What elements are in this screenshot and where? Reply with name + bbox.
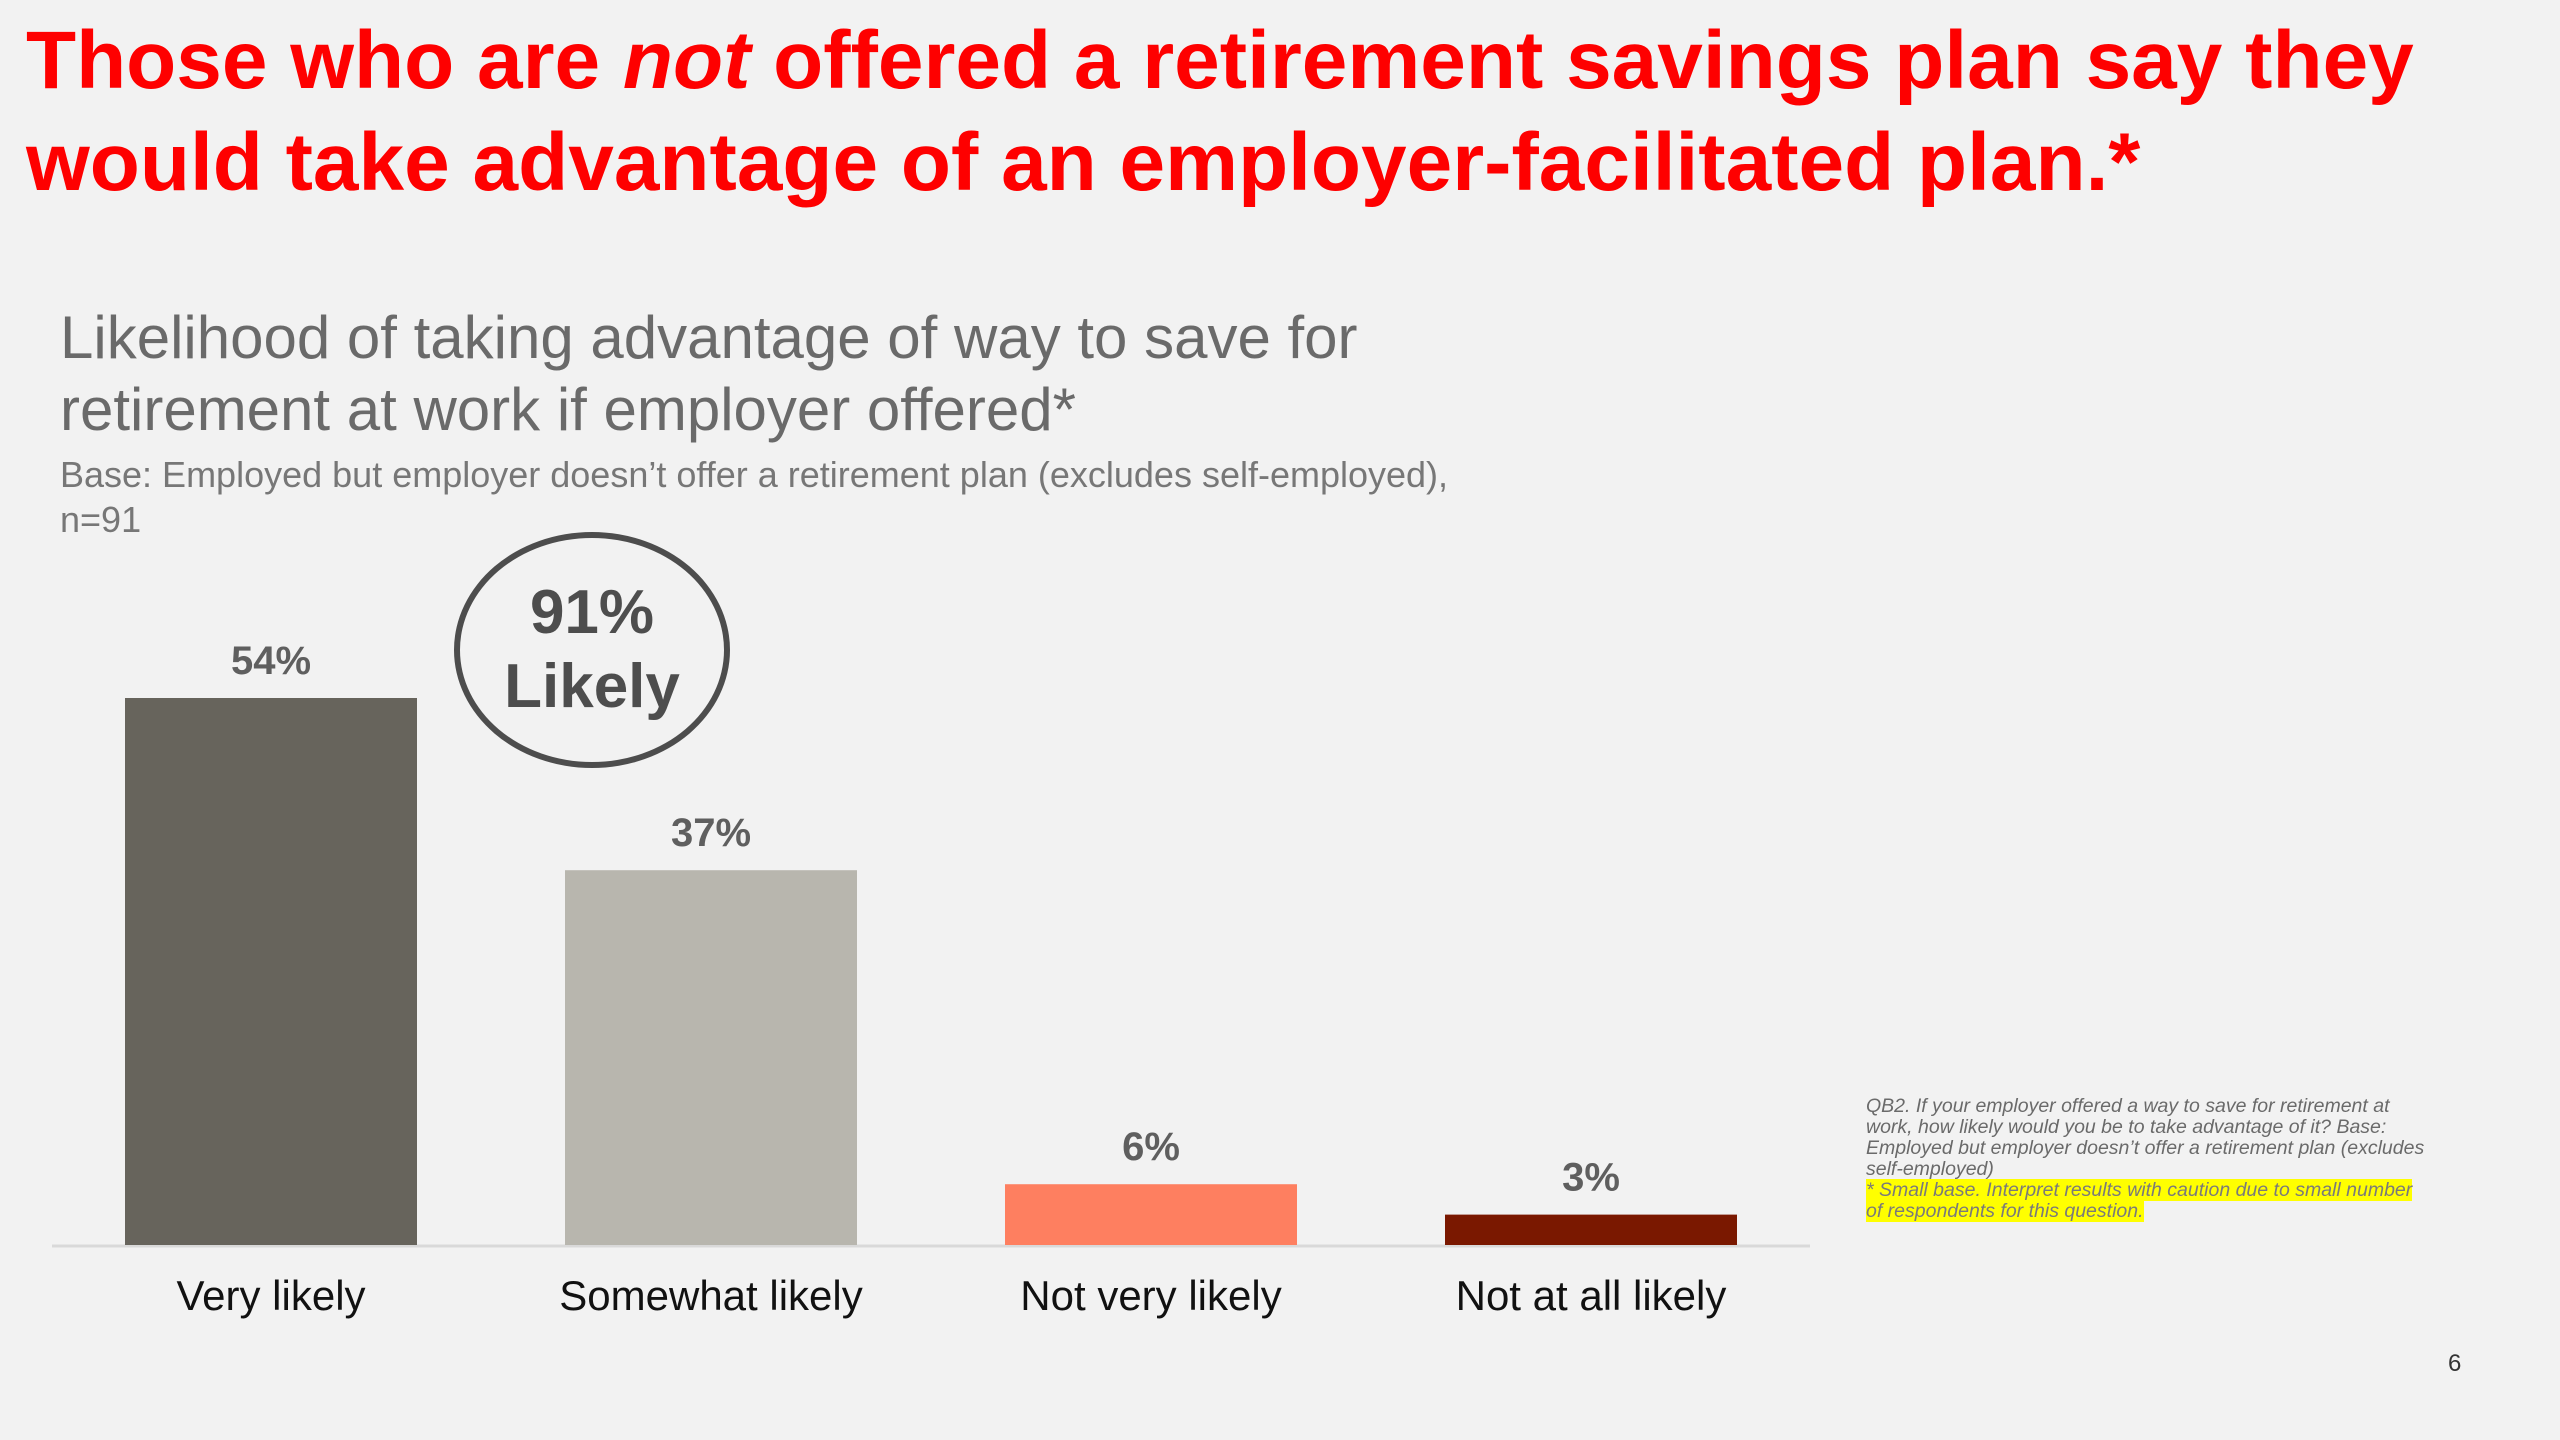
bar-not-very-likely	[1005, 1184, 1297, 1245]
data-label: 3%	[1562, 1156, 1620, 1200]
data-label: 37%	[671, 811, 751, 855]
headline-part1: Those who are	[26, 15, 623, 106]
chart-subtitle: Likelihood of taking advantage of way to…	[60, 304, 1358, 443]
bar-very-likely	[125, 698, 417, 1245]
data-label: 6%	[1122, 1125, 1180, 1169]
page-number: 6	[2448, 1350, 2462, 1377]
category-label: Not very likely	[1020, 1272, 1281, 1319]
headline: Those who are not offered a retirement s…	[26, 10, 2526, 214]
callout-label: Likely	[504, 652, 680, 721]
footnote-caution: * Small base. Interpret results with cau…	[1866, 1179, 2413, 1222]
headline-part2: offered a retirement savings plan say th…	[26, 15, 2414, 208]
category-label: Somewhat likely	[559, 1272, 862, 1319]
category-label: Very likely	[176, 1272, 365, 1319]
data-label: 54%	[231, 639, 311, 683]
likely-callout-circle: 91% Likely	[454, 532, 730, 768]
callout-value: 91%	[529, 578, 655, 647]
headline-emphasis: not	[622, 15, 751, 106]
footnote: QB2. If your employer offered a way to s…	[1866, 1096, 2426, 1222]
bar-somewhat-likely	[565, 870, 857, 1245]
footnote-question: QB2. If your employer offered a way to s…	[1866, 1095, 2425, 1180]
bar-not-at-all-likely	[1445, 1214, 1737, 1245]
category-label: Not at all likely	[1456, 1272, 1727, 1319]
chart-base-note: Base: Employed but employer doesn’t offe…	[60, 454, 1449, 540]
